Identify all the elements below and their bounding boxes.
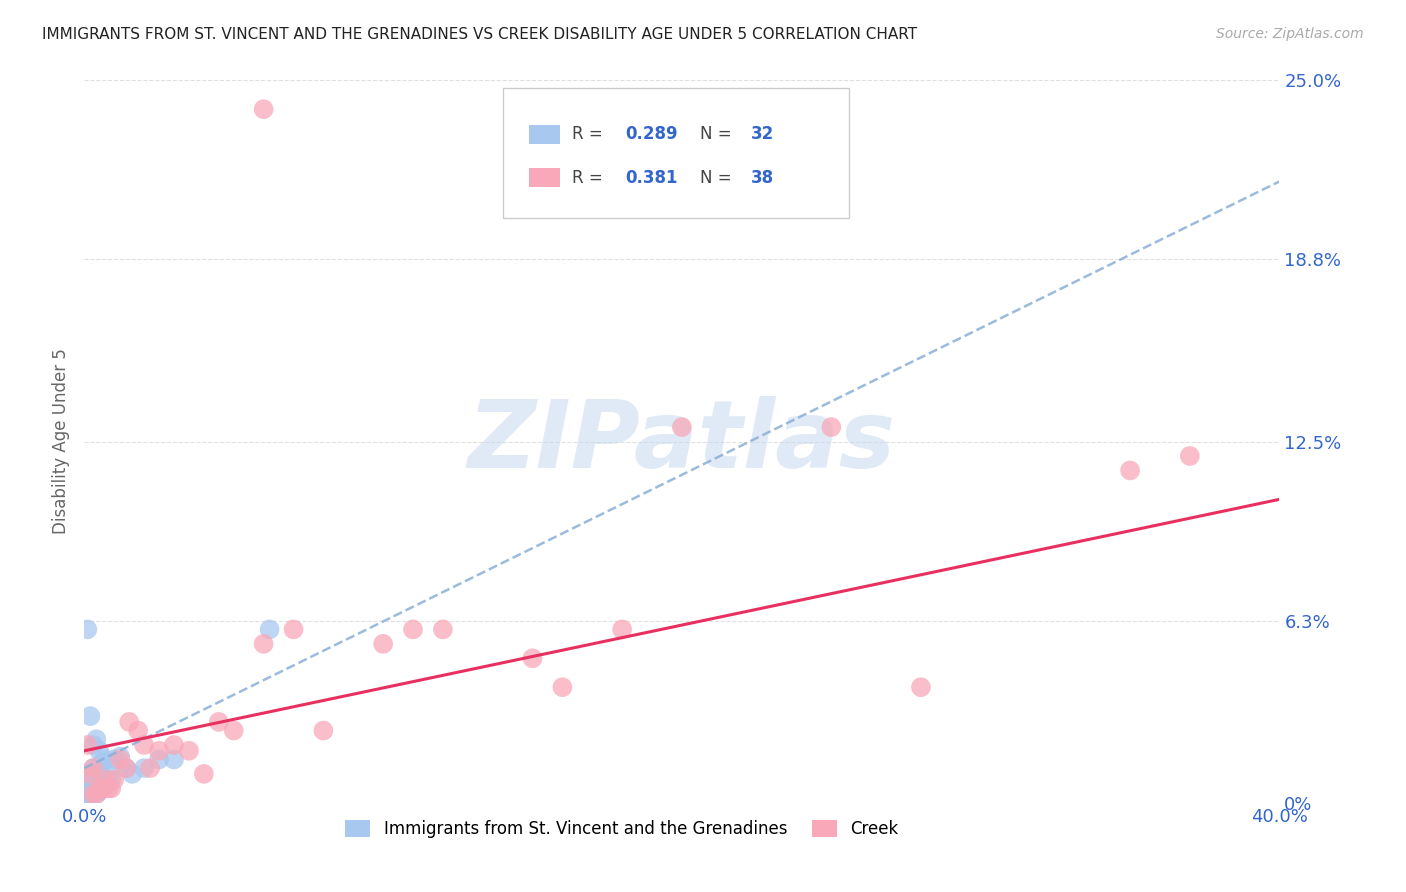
Point [522,651,544,665]
Point [91,781,114,796]
Point [1178,449,1201,463]
Text: N =: N = [700,126,737,144]
Point [86,767,108,781]
Point [551,680,574,694]
FancyBboxPatch shape [529,125,560,144]
Point [312,723,335,738]
Text: Source: ZipAtlas.com: Source: ZipAtlas.com [1216,27,1364,41]
Point [402,623,425,637]
Point [820,420,842,434]
Point [76,790,98,805]
Point [139,761,162,775]
Point [373,637,395,651]
Point [76,787,98,801]
Point [132,761,156,775]
FancyBboxPatch shape [503,87,849,218]
Point [89,784,111,798]
Point [148,752,170,766]
Point [82,761,104,775]
Point [283,623,305,637]
Point [163,738,186,752]
Text: N =: N = [700,169,737,186]
Text: R =: R = [572,126,607,144]
Point [103,772,125,787]
Point [253,102,276,116]
Point [86,787,108,801]
Point [76,781,98,796]
Point [115,761,138,775]
Point [94,752,117,766]
Point [103,752,125,766]
Point [163,752,186,766]
Point [94,779,117,793]
Point [91,781,114,796]
Point [208,714,231,729]
Point [82,784,104,798]
Point [82,787,104,801]
Point [100,772,122,787]
Point [132,738,156,752]
Point [432,623,454,637]
Text: R =: R = [572,169,607,186]
Text: 32: 32 [751,126,775,144]
Point [76,623,98,637]
Point [1119,463,1142,477]
Point [671,420,693,434]
Point [76,738,98,752]
Text: 0.381: 0.381 [626,169,678,186]
Point [86,787,108,801]
Point [79,767,101,781]
Point [97,781,120,796]
Point [89,744,111,758]
Point [76,772,98,787]
Point [193,767,215,781]
Point [148,744,170,758]
Point [253,637,276,651]
Y-axis label: Disability Age Under 5: Disability Age Under 5 [52,349,70,534]
Point [82,761,104,775]
Point [91,756,114,770]
Text: ZIPatlas: ZIPatlas [468,395,896,488]
Point [222,723,245,738]
Point [127,723,149,738]
Point [612,623,634,637]
Point [110,749,132,764]
Point [97,767,120,781]
Point [76,784,98,798]
Point [115,761,138,775]
Point [82,738,104,752]
Point [79,767,101,781]
Point [100,781,122,796]
Point [910,680,932,694]
Point [89,781,111,796]
Point [118,714,141,729]
Point [110,752,132,766]
Text: 0.289: 0.289 [626,126,678,144]
Point [79,709,101,723]
FancyBboxPatch shape [529,169,560,187]
Point [86,732,108,747]
Point [177,744,200,758]
Point [79,787,101,801]
Legend: Immigrants from St. Vincent and the Grenadines, Creek: Immigrants from St. Vincent and the Gren… [339,814,905,845]
Text: IMMIGRANTS FROM ST. VINCENT AND THE GRENADINES VS CREEK DISABILITY AGE UNDER 5 C: IMMIGRANTS FROM ST. VINCENT AND THE GREN… [42,27,917,42]
Point [121,767,143,781]
Text: 38: 38 [751,169,775,186]
Point [89,761,111,775]
Point [259,623,281,637]
Point [94,772,117,787]
